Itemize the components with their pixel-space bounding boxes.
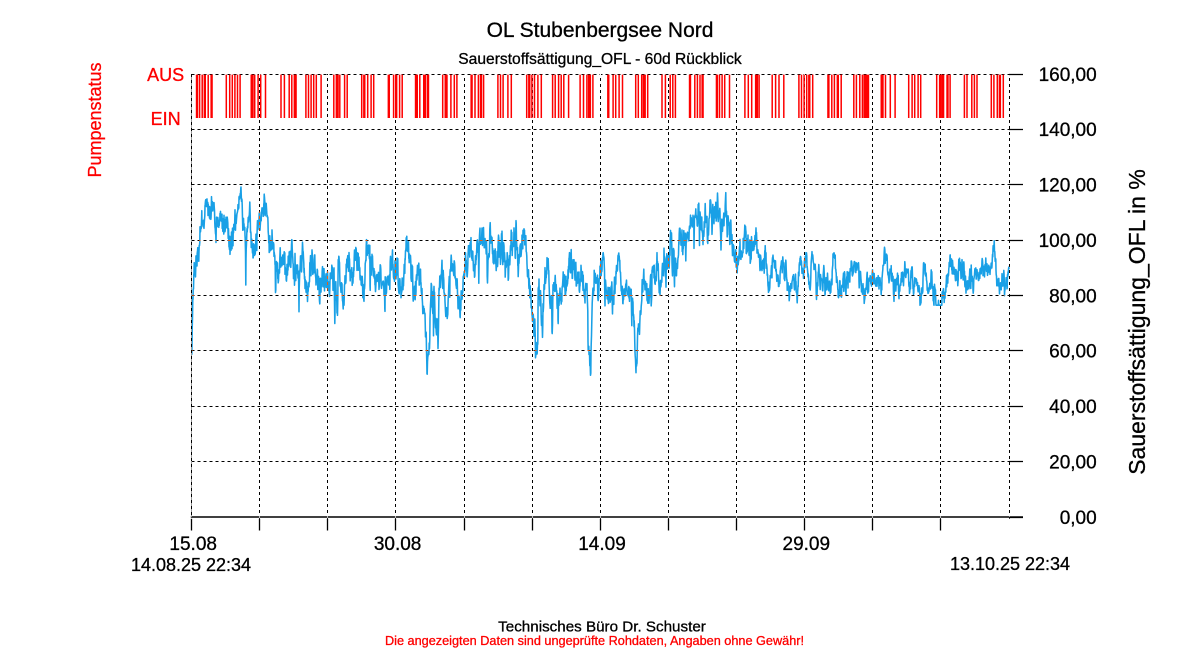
svg-text:15.08: 15.08: [169, 534, 217, 555]
svg-text:Sauerstoffsättigung_OFL - 60d: Sauerstoffsättigung_OFL - 60d Rückblick: [458, 51, 742, 68]
svg-text:Die angezeigten Daten sind ung: Die angezeigten Daten sind ungeprüfte Ro…: [385, 634, 804, 648]
svg-text:14.09: 14.09: [578, 534, 626, 555]
svg-text:30.08: 30.08: [374, 534, 422, 555]
svg-text:140,00: 140,00: [1039, 120, 1097, 141]
svg-text:160,00: 160,00: [1039, 65, 1097, 86]
svg-text:29.09: 29.09: [783, 534, 831, 555]
svg-text:EIN: EIN: [151, 109, 181, 129]
svg-text:14.08.25 22:34: 14.08.25 22:34: [131, 555, 251, 575]
svg-text:40,00: 40,00: [1049, 397, 1097, 418]
svg-text:100,00: 100,00: [1039, 231, 1097, 252]
svg-text:Technisches Büro Dr. Schuster: Technisches Büro Dr. Schuster: [498, 619, 706, 636]
svg-text:OL Stubenbergsee Nord: OL Stubenbergsee Nord: [487, 19, 714, 42]
svg-text:20,00: 20,00: [1049, 452, 1097, 473]
svg-text:Pumpenstatus: Pumpenstatus: [85, 62, 105, 177]
svg-text:120,00: 120,00: [1039, 176, 1097, 197]
svg-text:13.10.25 22:34: 13.10.25 22:34: [950, 554, 1070, 574]
svg-text:80,00: 80,00: [1049, 286, 1097, 307]
svg-text:Sauerstoffsättigung_OFL in %: Sauerstoffsättigung_OFL in %: [1124, 169, 1150, 475]
svg-text:60,00: 60,00: [1049, 342, 1097, 363]
svg-text:0,00: 0,00: [1060, 508, 1097, 529]
svg-text:AUS: AUS: [147, 65, 184, 85]
